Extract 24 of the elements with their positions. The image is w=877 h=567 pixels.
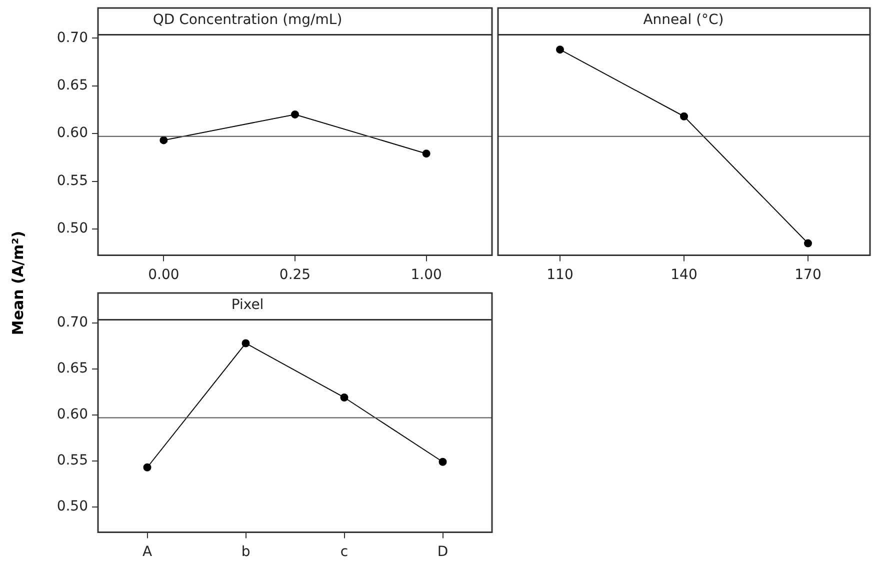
- chart-title: Anneal (°C): [643, 12, 724, 28]
- y-axis-title: Mean (A/m²): [9, 230, 27, 336]
- x-tick-label: 0.25: [279, 267, 311, 284]
- x-tick-label: 110: [546, 267, 574, 284]
- x-tick-label: 140: [670, 267, 698, 284]
- y-tick-label: 0.70: [56, 30, 88, 46]
- y-tick-label: 0.50: [56, 498, 88, 515]
- x-tick-label: A: [142, 544, 152, 560]
- x-tick-label: 0.00: [148, 267, 180, 284]
- y-tick-label: 0.55: [56, 172, 88, 189]
- x-tick-label: 170: [794, 267, 822, 284]
- x-tick-label: c: [340, 544, 348, 560]
- y-tick-label: 0.65: [56, 360, 88, 377]
- chart-title: Pixel: [231, 297, 264, 314]
- chart-title: QD Concentration (mg/mL): [152, 12, 342, 28]
- x-tick-label: 1.00: [410, 267, 442, 284]
- y-tick-label: 0.70: [56, 314, 88, 331]
- y-tick-label: 0.50: [56, 220, 88, 237]
- y-tick-label: 0.60: [56, 125, 88, 142]
- y-tick-label: 0.65: [56, 77, 88, 94]
- x-tick-label: b: [241, 544, 250, 560]
- y-tick-label: 0.60: [56, 406, 88, 423]
- y-tick-label: 0.55: [56, 452, 88, 469]
- x-tick-label: D: [437, 544, 448, 560]
